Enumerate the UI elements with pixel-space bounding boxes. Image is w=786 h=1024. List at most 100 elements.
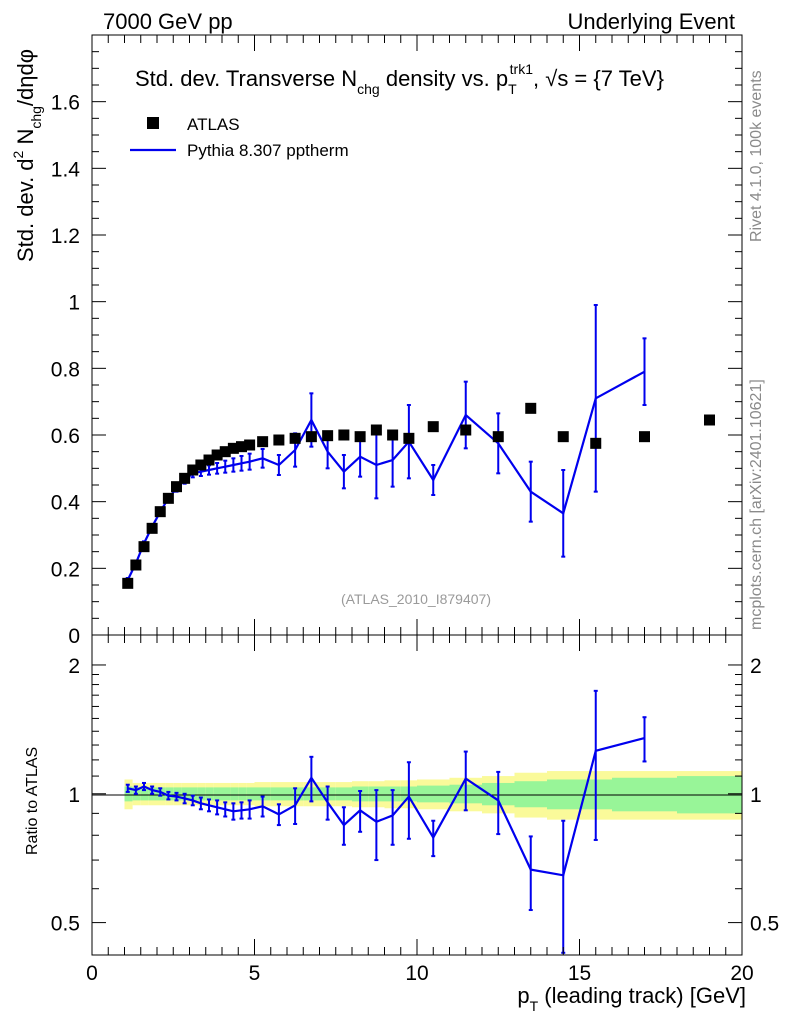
ratio-stat-band <box>205 787 214 801</box>
atlas-data-point <box>305 431 317 443</box>
ratio-stat-band <box>213 787 222 801</box>
atlas-data-point <box>273 434 285 446</box>
atlas-data-point <box>338 429 350 441</box>
legend-atlas-label: ATLAS <box>187 115 240 134</box>
ratio-stat-band <box>140 787 149 801</box>
ratio-stat-band <box>189 787 198 801</box>
atlas-data-point <box>211 449 223 461</box>
ratio-y-tick-label-right: 2 <box>750 655 762 678</box>
pythia-line <box>126 370 646 581</box>
ylabel-sub-chg: chg <box>28 106 44 129</box>
ratio-stat-band <box>270 787 287 801</box>
xlabel-p: p <box>517 983 529 1008</box>
atlas-data-point <box>146 522 158 534</box>
main-y-axis-label: Std. dev. d2 Nchg/dηdφ <box>10 49 44 262</box>
ratio-y-tick-label-left: 1 <box>68 784 80 807</box>
main-y-tick-label: 1.4 <box>51 158 81 181</box>
ratio-stat-band <box>197 787 206 801</box>
atlas-data-point <box>130 559 142 571</box>
atlas-data-point <box>227 442 239 454</box>
ylabel-sup-2: 2 <box>10 150 26 158</box>
atlas-data-point <box>460 424 472 436</box>
atlas-data-point <box>354 431 366 443</box>
ratio-y-ticks: 0.5 0.5 1 1 2 2 <box>51 655 779 936</box>
header-left: 7000 GeV pp <box>103 9 233 34</box>
header-right: Underlying Event <box>567 9 735 34</box>
main-series-layer <box>122 304 715 589</box>
ratio-y-tick-label-right: 1 <box>750 784 762 807</box>
atlas-data-point <box>219 446 231 458</box>
ylabel-part-c: N <box>13 129 38 151</box>
title-part-6: , √s = {7 TeV} <box>533 66 664 91</box>
ratio-stat-band <box>230 787 239 801</box>
xlabel-rest: (leading track) [GeV] <box>538 983 746 1008</box>
atlas-data-point <box>403 432 415 444</box>
x-tick-label: 10 <box>405 962 428 985</box>
atlas-data-point <box>257 436 269 448</box>
ratio-series-layer <box>125 689 647 954</box>
ratio-y-tick-label-right: 0.5 <box>750 913 779 936</box>
atlas-data-point <box>162 492 174 504</box>
atlas-data-point <box>639 431 650 443</box>
main-y-tick-label: 0.8 <box>51 358 80 381</box>
x-tick-label: 20 <box>730 962 753 985</box>
legend-atlas-marker <box>147 117 159 129</box>
atlas-data-point <box>557 431 569 443</box>
title-sub-T: T <box>508 81 517 97</box>
ylabel-part-a: Std. dev. d <box>13 158 38 262</box>
atlas-data-point <box>525 402 537 414</box>
atlas-data-point <box>171 481 182 493</box>
main-y-tick-label: 1.2 <box>51 225 80 248</box>
chart-title: Std. dev. Transverse Nchg density vs. pT… <box>135 61 664 97</box>
ratio-stat-band <box>335 787 352 801</box>
title-sub-chg: chg <box>357 81 380 97</box>
ratio-stat-band <box>254 787 271 801</box>
atlas-data-point <box>203 454 215 466</box>
ylabel-part-e: /dηdφ <box>13 49 38 106</box>
main-y-ticks: 0 0.2 0.4 0.6 0.8 1 1.2 1.4 1.6 <box>51 51 742 648</box>
atlas-data-point <box>179 472 191 484</box>
mcplots-label: mcplots.cern.ch [arXiv:2401.10621] <box>748 379 765 630</box>
ratio-y-tick-label-left: 0.5 <box>51 913 80 936</box>
rivet-label: Rivet 4.1.0, 100k events <box>748 70 765 242</box>
atlas-data-point <box>122 577 134 589</box>
ratio-y-tick-label-left: 2 <box>68 655 80 678</box>
ratio-stat-band <box>547 779 580 810</box>
atlas-data-point <box>187 464 199 476</box>
atlas-data-point <box>492 431 504 443</box>
atlas-data-point <box>322 430 334 442</box>
legend-pythia-label: Pythia 8.307 pptherm <box>187 141 349 160</box>
atlas-data-point <box>370 424 382 436</box>
atlas-data-point <box>244 439 256 451</box>
atlas-data-point <box>236 441 247 453</box>
main-y-tick-label: 1 <box>68 292 80 315</box>
ratio-stat-band <box>417 785 450 803</box>
ratio-stat-band <box>124 786 133 802</box>
atlas-data-point <box>138 541 150 553</box>
x-tick-label: 15 <box>568 962 591 985</box>
main-y-tick-label: 0.4 <box>51 492 81 515</box>
main-y-tick-label: 0.2 <box>51 558 80 581</box>
main-y-tick-label: 1.6 <box>51 92 80 115</box>
atlas-data-point <box>195 459 207 471</box>
ratio-stat-band <box>222 787 231 801</box>
ratio-stat-band <box>238 787 247 801</box>
title-sup-trk1: trk1 <box>510 61 534 77</box>
x-axis-label: pT (leading track) [GeV] <box>517 983 746 1014</box>
main-y-tick-label: 0.6 <box>51 425 80 448</box>
ratio-stat-band <box>246 787 255 801</box>
atlas-data-point <box>154 506 166 518</box>
atlas-data-point <box>590 437 602 449</box>
atlas-data-point <box>289 432 301 444</box>
title-part-3: density vs. p <box>380 66 508 91</box>
analysis-watermark: (ATLAS_2010_I879407) <box>341 591 491 607</box>
atlas-data-point <box>427 421 439 433</box>
x-axis-ticks: 0 5 10 15 20 <box>86 35 754 985</box>
xlabel-sub-T: T <box>530 998 539 1014</box>
main-y-tick-label: 0 <box>68 625 80 648</box>
ratio-y-axis-label: Ratio to ATLAS <box>24 747 41 855</box>
ratio-stat-band <box>514 781 547 808</box>
atlas-data-point <box>704 414 715 426</box>
x-tick-label: 5 <box>249 962 261 985</box>
